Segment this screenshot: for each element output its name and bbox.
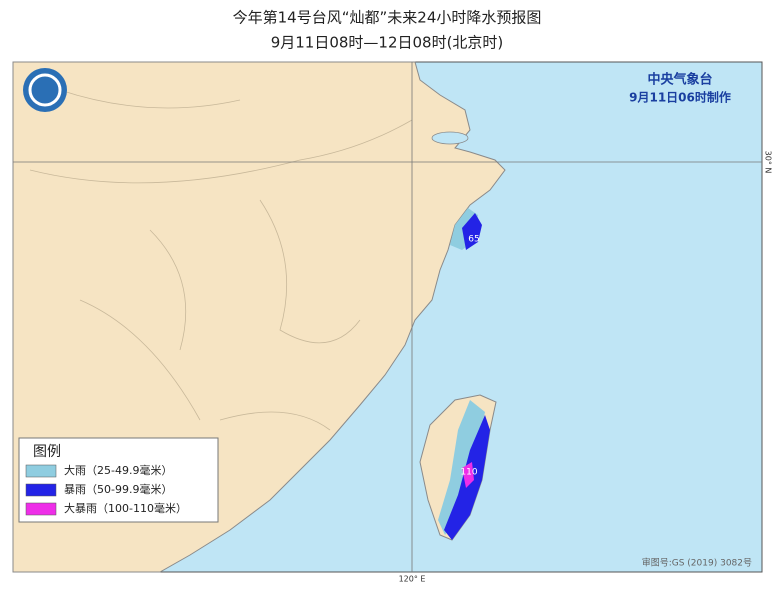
legend-swatch xyxy=(25,483,57,497)
estuary xyxy=(431,131,469,145)
rain-extreme-taiwan xyxy=(462,462,474,488)
legend-label: 大雨（25-49.9毫米） xyxy=(64,463,172,477)
subtitle: 9月11日08时—12日08时(北京时) xyxy=(271,34,504,52)
legend-title: 图例 xyxy=(33,444,61,460)
legend-swatch xyxy=(25,502,57,516)
province-borders xyxy=(29,89,413,431)
map-label: 65 xyxy=(468,235,479,245)
rain-heavy-taiwan xyxy=(438,400,485,535)
legend-swatch xyxy=(25,464,57,478)
rain-storm-zhejiang xyxy=(462,213,482,250)
lat-label: 30° N xyxy=(764,151,773,174)
issued: 9月11日06时制作 xyxy=(629,90,731,105)
map-label: 110 xyxy=(460,468,477,478)
legend-label: 暴雨（50-99.9毫米） xyxy=(64,482,172,496)
legend-label: 大暴雨（100-110毫米） xyxy=(64,501,187,515)
agency: 中央气象台 xyxy=(647,72,712,88)
legend: 图例 大雨（25-49.9毫米） 暴雨（50-99.9毫米） 大暴雨（100-110… xyxy=(18,437,219,523)
lon-label: 120° E xyxy=(399,575,426,584)
logo-mark xyxy=(28,73,62,107)
title: 今年第14号台风“灿都”未来24小时降水预报图 xyxy=(233,9,542,27)
approval: 审图号:GS (2019) 3082号 xyxy=(642,557,752,569)
